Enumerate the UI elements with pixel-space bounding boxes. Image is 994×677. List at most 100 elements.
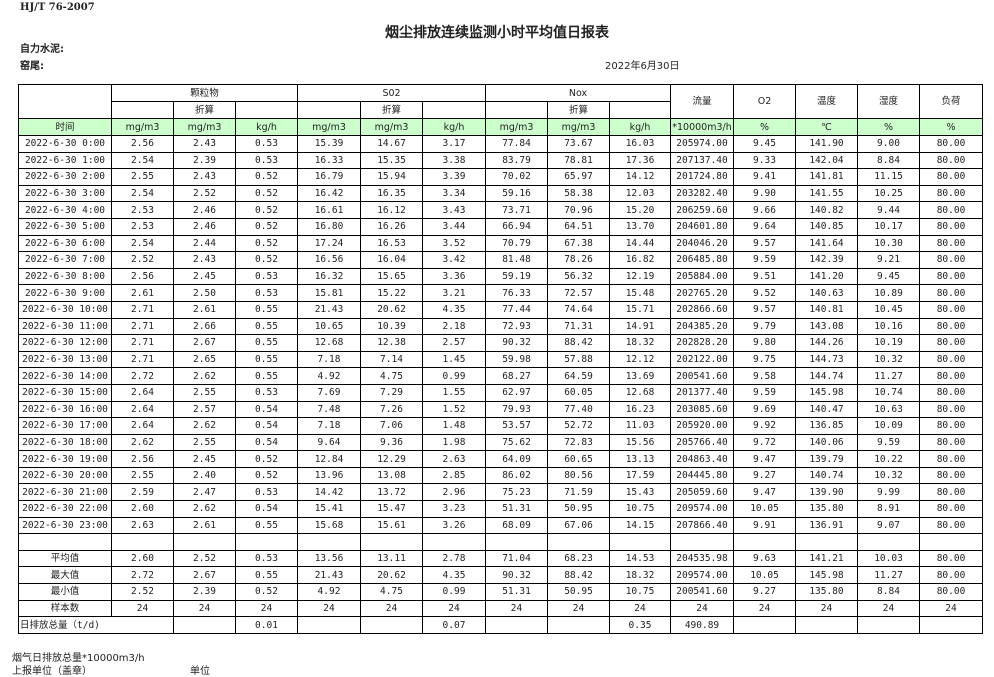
value-cell: 2.85 (422, 466, 486, 485)
daily-total-value: 490.89 (670, 616, 734, 634)
value-cell: 207866.40 (670, 516, 734, 535)
value-cell: 145.98 (795, 383, 858, 402)
table-row: 2022-6-30 7:00 2.52 2.43 0.52 16.56 16.04 3.42… (18, 251, 983, 269)
value-cell: 59.16 (485, 184, 548, 203)
value-cell: 9.27 (733, 466, 796, 485)
value-cell: 12.19 (609, 267, 671, 286)
stat-value: 24 (360, 599, 423, 618)
value-cell: 9.21 (857, 251, 920, 269)
value-cell: 16.03 (609, 135, 671, 153)
value-cell: 88.42 (547, 334, 610, 352)
value-cell: 7.18 (297, 350, 361, 369)
stat-value: 24 (795, 599, 858, 618)
value-cell: 0.55 (235, 367, 298, 385)
value-cell: 59.19 (485, 267, 548, 286)
value-cell: 3.34 (422, 184, 486, 203)
value-cell: 14.12 (609, 168, 671, 186)
value-cell: 72.57 (547, 284, 610, 302)
value-cell: 70.96 (547, 201, 610, 219)
value-cell: 21.43 (297, 300, 361, 319)
value-cell: 9.44 (857, 201, 920, 219)
value-cell: 66.94 (485, 217, 548, 236)
value-cell: 140.81 (795, 300, 858, 319)
value-cell: 16.35 (360, 184, 423, 203)
value-cell: 16.12 (360, 201, 423, 219)
time-cell: 2022-6-30 14:00 (18, 367, 112, 385)
value-cell: 7.69 (297, 383, 361, 402)
sub-converted: 折算 (360, 101, 423, 119)
value-cell: 15.56 (609, 433, 671, 452)
value-cell: 144.26 (795, 334, 858, 352)
col-temperature: 温度 (795, 84, 858, 119)
value-cell: 3.21 (422, 284, 486, 302)
report-table: 颗粒物 S02 Nox 流量 O2 温度 湿度 负荷 折算 折算 折算 时间 m… (18, 84, 983, 634)
stat-value: 90.32 (485, 566, 548, 585)
value-cell: 0.54 (235, 433, 298, 452)
value-cell: 15.43 (609, 483, 671, 502)
value-cell: 204445.80 (670, 466, 734, 485)
value-cell: 51.31 (485, 500, 548, 518)
value-cell: 2.18 (422, 317, 486, 336)
stat-value: 9.63 (733, 549, 796, 568)
value-cell: 80.00 (919, 417, 983, 435)
value-cell: 10.09 (857, 417, 920, 435)
value-cell: 10.32 (857, 466, 920, 485)
stat-value: 24 (485, 599, 548, 618)
stats-row: 样本数 24 24 24 24 24 24 24 24 24 24 24 24 24 24 (18, 599, 983, 618)
col-humidity: 湿度 (857, 84, 920, 119)
value-cell: 10.17 (857, 217, 920, 236)
stats-row: 最大值 2.72 2.67 0.55 21.43 20.62 4.35 90.32 88.42 1… (18, 566, 983, 585)
value-cell: 9.47 (733, 483, 796, 502)
stat-value: 68.23 (547, 549, 610, 568)
value-cell: 205059.60 (670, 483, 734, 502)
stat-value: 14.53 (609, 549, 671, 568)
value-cell: 12.38 (360, 334, 423, 352)
stat-value: 0.53 (235, 549, 298, 568)
unit-cell: kg/h (422, 118, 486, 136)
col-flow: 流量 (670, 84, 734, 119)
stat-value: 2.72 (111, 566, 174, 585)
stat-label: 最小值 (18, 583, 112, 601)
value-cell: 67.38 (547, 234, 610, 253)
group-nox: Nox (485, 84, 671, 102)
group-particulate: 颗粒物 (111, 84, 298, 102)
value-cell: 9.47 (733, 450, 796, 468)
value-cell: 9.57 (733, 234, 796, 253)
table-row: 2022-6-30 17:00 2.64 2.62 0.54 7.18 7.06 1.48 5… (18, 417, 983, 435)
value-cell: 7.14 (360, 350, 423, 369)
value-cell: 2.43 (173, 135, 236, 153)
stat-label: 样本数 (18, 599, 112, 618)
value-cell: 72.93 (485, 317, 548, 336)
stat-value: 209574.00 (670, 566, 734, 585)
time-cell: 2022-6-30 20:00 (18, 466, 112, 485)
unit-cell: mg/m3 (173, 118, 236, 136)
value-cell: 2.56 (111, 450, 174, 468)
stat-value: 4.35 (422, 566, 486, 585)
empty-cell (18, 533, 112, 551)
stats-row: 平均值 2.60 2.52 0.53 13.56 13.11 2.78 71.04 68.23 1… (18, 549, 983, 568)
value-cell: 2.43 (173, 251, 236, 269)
value-cell: 0.52 (235, 201, 298, 219)
value-cell: 2.71 (111, 317, 174, 336)
value-cell: 9.45 (733, 135, 796, 153)
unit-cell: mg/m3 (547, 118, 610, 136)
value-cell: 9.59 (857, 433, 920, 452)
daily-total-value (547, 616, 610, 634)
value-cell: 0.52 (235, 184, 298, 203)
value-cell: 80.00 (919, 217, 983, 236)
value-cell: 2.46 (173, 201, 236, 219)
stat-value: 10.75 (609, 583, 671, 601)
unit-label: 单位 (190, 666, 210, 677)
value-cell: 2.71 (111, 350, 174, 369)
value-cell: 12.84 (297, 450, 361, 468)
value-cell: 2.55 (111, 168, 174, 186)
value-cell: 16.23 (609, 400, 671, 419)
value-cell: 9.92 (733, 417, 796, 435)
value-cell: 3.26 (422, 516, 486, 535)
value-cell: 3.42 (422, 251, 486, 269)
value-cell: 16.56 (297, 251, 361, 269)
value-cell: 0.53 (235, 383, 298, 402)
value-cell: 1.55 (422, 383, 486, 402)
unit-cell: *10000m3/h (670, 118, 734, 136)
daily-total-value: 0.07 (422, 616, 486, 634)
